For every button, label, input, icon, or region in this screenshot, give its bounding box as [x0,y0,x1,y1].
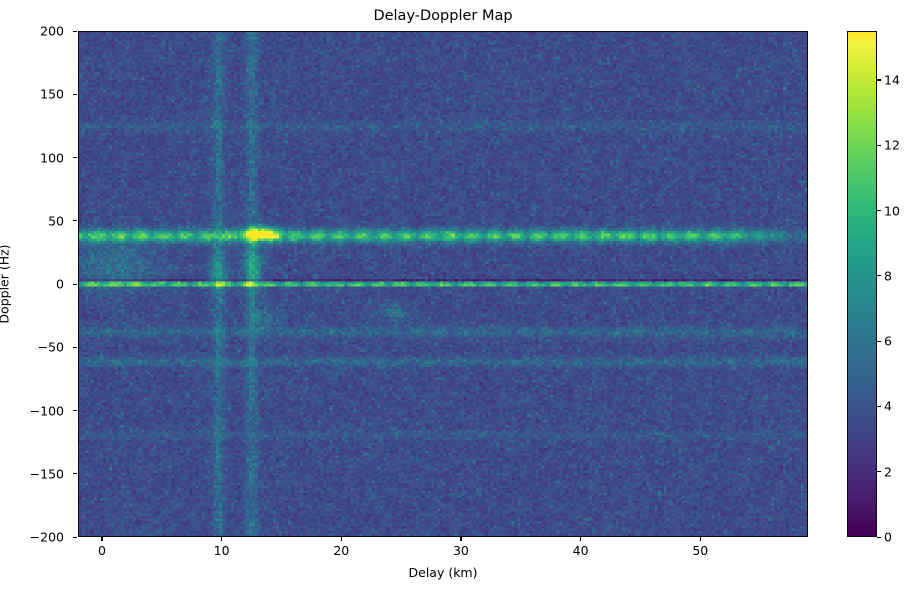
heatmap-axes [78,31,808,537]
colorbar-tick-mark [877,471,881,473]
y-tick-mark [73,30,77,32]
x-tick-mark [101,537,103,541]
y-tick-label: 0 [56,276,64,292]
colorbar-gradient [848,32,876,536]
y-tick-mark [73,473,77,475]
x-tick-mark [221,537,223,541]
delay-doppler-heatmap [79,32,807,536]
y-tick-mark [73,157,77,159]
y-tick-label: 50 [48,213,64,229]
x-tick-mark [340,537,342,541]
x-axis-label: Delay (km) [408,565,478,580]
y-tick-label: −200 [29,529,64,545]
colorbar-tick-label: 0 [884,529,892,545]
y-tick-label: −50 [37,339,64,355]
x-tick-label: 40 [572,543,589,558]
colorbar-tick-label: 8 [884,268,892,284]
colorbar-tick-mark [877,340,881,342]
colorbar-tick-mark [877,536,881,538]
y-tick-label: 100 [40,150,64,165]
colorbar-tick-mark [877,210,881,212]
y-tick-mark [73,536,77,538]
colorbar-tick-mark [877,79,881,81]
y-tick-mark [73,410,77,412]
colorbar-tick-label: 2 [884,464,892,480]
colorbar-tick-mark [877,405,881,407]
colorbar-tick-label: 14 [884,72,900,88]
y-tick-label: −150 [29,466,64,482]
colorbar [847,31,877,537]
x-tick-label: 10 [213,543,230,558]
x-tick-mark [580,537,582,541]
x-tick-label: 50 [692,543,709,558]
colorbar-tick-label: 10 [884,203,900,219]
colorbar-tick-mark [877,275,881,277]
y-tick-mark [73,93,77,95]
x-tick-mark [460,537,462,541]
colorbar-tick-label: 12 [884,137,900,153]
x-tick-label: 30 [452,543,469,558]
y-tick-label: −100 [29,403,64,418]
y-tick-mark [73,346,77,348]
y-axis-label: Doppler (Hz) [0,244,12,324]
x-tick-mark [699,537,701,541]
x-tick-label: 0 [97,543,106,558]
y-tick-label: 200 [40,23,64,39]
y-tick-mark [73,220,77,222]
colorbar-tick-label: 6 [884,333,892,349]
y-tick-mark [73,283,77,285]
colorbar-tick-label: 4 [884,398,892,414]
x-tick-label: 20 [333,543,350,558]
page-title: Delay-Doppler Map [373,8,513,24]
colorbar-tick-mark [877,144,881,146]
y-tick-label: 150 [40,86,64,102]
